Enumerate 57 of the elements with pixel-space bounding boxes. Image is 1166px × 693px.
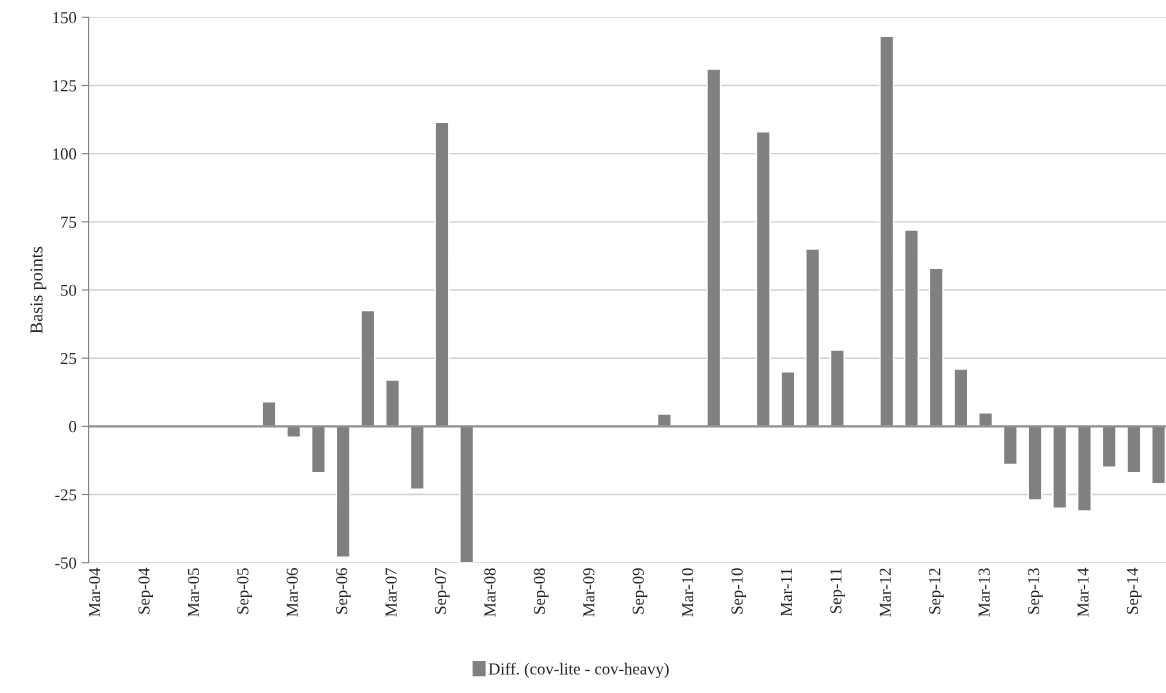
- x-tick-label: Mar-06: [286, 568, 298, 617]
- bar: [903, 229, 919, 428]
- bar: [434, 121, 450, 428]
- bar: [1076, 425, 1092, 512]
- bar: [1027, 425, 1043, 501]
- y-tick-label: 75: [61, 216, 77, 228]
- x-tick-label: Mar-14: [1077, 567, 1089, 617]
- x-tick-label: Mar-08: [484, 568, 496, 617]
- bar: [1126, 425, 1142, 474]
- x-tick-label: Mar-13: [978, 568, 990, 617]
- y-tick-label: 0: [69, 421, 77, 433]
- x-tick-label: Sep-08: [533, 568, 549, 614]
- x-tick-label: Sep-07: [434, 568, 450, 614]
- bar: [385, 379, 401, 428]
- y-tick-label: 100: [53, 148, 77, 160]
- bar: [310, 425, 326, 474]
- bar: [780, 371, 796, 428]
- x-tick-label: Mar-11: [780, 568, 793, 617]
- bar: [360, 309, 376, 428]
- y-tick-label: 150: [53, 12, 77, 24]
- x-tick-label: Sep-13: [1028, 568, 1043, 614]
- y-tick-label: -25: [55, 489, 77, 501]
- bar: [335, 425, 351, 558]
- bar: [459, 425, 475, 563]
- x-tick-label: Mar-10: [682, 568, 694, 617]
- bar: [1101, 425, 1117, 468]
- x-tick-label: Sep-14: [1126, 567, 1142, 614]
- y-tick-label: 25: [60, 352, 77, 365]
- bar: [829, 349, 845, 428]
- legend-label: Diff. (cov-lite - cov-heavy): [488, 662, 669, 678]
- x-tick-label: Mar-09: [583, 568, 595, 617]
- x-tick-label: Mar-12: [879, 568, 891, 617]
- bar: [706, 68, 722, 428]
- bar: [755, 131, 771, 428]
- y-tick-label: -50: [55, 557, 77, 569]
- bar: [286, 425, 302, 438]
- bar: [805, 248, 821, 428]
- bar: [928, 267, 944, 428]
- bar: [1052, 425, 1068, 509]
- x-tick-label: Sep-11: [830, 568, 845, 614]
- x-tick-label: Sep-06: [336, 568, 351, 614]
- bar: [409, 425, 425, 490]
- y-tick-label: 50: [61, 284, 77, 296]
- x-tick-label: Mar-04: [88, 567, 101, 617]
- bar: [879, 35, 895, 428]
- bar: [1151, 425, 1166, 485]
- x-tick-label: Mar-05: [187, 568, 200, 617]
- y-axis-title: Basis points: [30, 246, 47, 334]
- x-tick-label: Mar-07: [385, 568, 397, 617]
- x-tick-label: Sep-10: [731, 568, 747, 614]
- bar: [953, 368, 969, 428]
- y-tick-label: 125: [53, 80, 77, 92]
- x-tick-label: Sep-09: [632, 568, 648, 614]
- x-tick-label: Sep-12: [929, 568, 944, 614]
- x-tick-label: Sep-05: [237, 568, 252, 614]
- bar: [1002, 425, 1018, 466]
- x-tick-label: Sep-04: [138, 567, 154, 614]
